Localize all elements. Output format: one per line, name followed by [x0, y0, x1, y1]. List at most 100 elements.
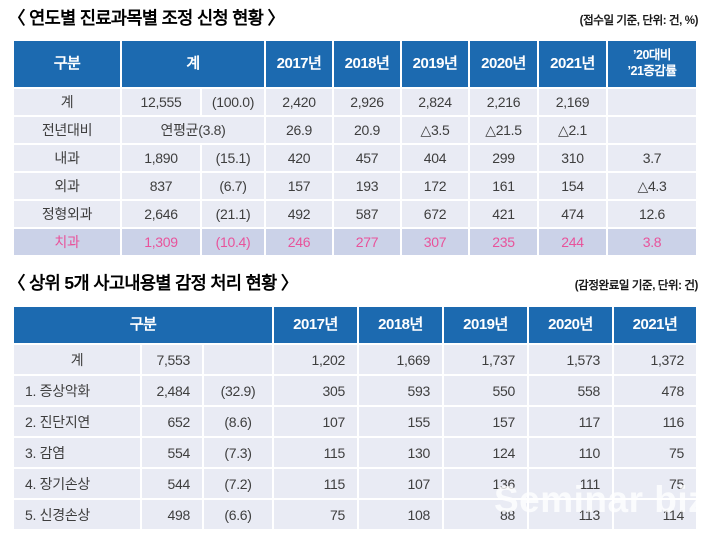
- section1-title: 〈 연도별 진료과목별 조정 신청 현황 〉: [8, 8, 285, 28]
- table-cell: 124: [444, 438, 527, 467]
- table-cell: 1,573: [529, 345, 612, 374]
- table-cell: 235: [470, 229, 537, 255]
- table-cell: 7,553: [142, 345, 202, 374]
- column-header: 2020년: [470, 41, 537, 87]
- table-cell: 593: [359, 376, 442, 405]
- table-cell: 587: [334, 201, 400, 227]
- section1-header: 〈 연도별 진료과목별 조정 신청 현황 〉 (접수일 기준, 단위: 건, %…: [8, 5, 698, 30]
- column-header: 2018년: [334, 41, 400, 87]
- table-cell: 457: [334, 145, 400, 171]
- table-cell: 1,372: [614, 345, 696, 374]
- section2-title: 〈 상위 5개 사고내용별 감정 처리 현황 〉: [8, 273, 298, 293]
- table-cell: 157: [444, 407, 527, 436]
- table-cell: 2,216: [470, 89, 537, 115]
- section2-note: (감정완료일 기준, 단위: 건): [574, 280, 699, 292]
- table-cell: 305: [274, 376, 357, 405]
- table-cell: 837: [122, 173, 200, 199]
- table-cell: [608, 89, 696, 115]
- column-header: 구분: [14, 41, 120, 87]
- table-cell: (15.1): [202, 145, 264, 171]
- table-cell: 115: [274, 469, 357, 498]
- table-cell: 26.9: [266, 117, 332, 143]
- table-cell: 1. 증상악화: [14, 376, 140, 405]
- table-cell: 1,309: [122, 229, 200, 255]
- column-header: ’20대비 ’21증감률: [608, 41, 696, 87]
- column-header: 계: [122, 41, 264, 87]
- table-cell: (21.1): [202, 201, 264, 227]
- table-cell: 544: [142, 469, 202, 498]
- table-cell: 치과: [14, 229, 120, 255]
- adjustment-requests-table: 구분 계 2017년 2018년 2019년 2020년 2021년 ’20대비 ’21증감률…: [14, 41, 696, 255]
- table-cell: (8.6): [204, 407, 272, 436]
- table-cell: 2,646: [122, 201, 200, 227]
- appraisal-processing-table: 구분 2017년 2018년 2019년 2020년 2021년 계 7,553 1,202 1,…: [14, 307, 696, 529]
- table-cell: 108: [359, 500, 442, 529]
- table-cell: 외과: [14, 173, 120, 199]
- table-cell: 114: [614, 500, 696, 529]
- table-cell: 299: [470, 145, 537, 171]
- table-cell: 110: [529, 438, 612, 467]
- table-cell: 2,926: [334, 89, 400, 115]
- table-cell: 3. 감염: [14, 438, 140, 467]
- column-header: 2017년: [274, 307, 357, 343]
- table-cell: 113: [529, 500, 612, 529]
- column-header: 2019년: [402, 41, 468, 87]
- table-cell: 421: [470, 201, 537, 227]
- table-cell: 550: [444, 376, 527, 405]
- table-cell: 111: [529, 469, 612, 498]
- table-cell: 116: [614, 407, 696, 436]
- table-cell: 172: [402, 173, 468, 199]
- table-cell: 3.8: [608, 229, 696, 255]
- table-cell: 136: [444, 469, 527, 498]
- table-cell: 12,555: [122, 89, 200, 115]
- table-cell: 277: [334, 229, 400, 255]
- table-cell: 672: [402, 201, 468, 227]
- table-cell: 전년대비: [14, 117, 120, 143]
- column-header: 2021년: [614, 307, 696, 343]
- table-cell: 75: [274, 500, 357, 529]
- section1-note: (접수일 기준, 단위: 건, %): [579, 15, 699, 27]
- table-cell: 246: [266, 229, 332, 255]
- table-cell: 연평균(3.8): [122, 117, 264, 143]
- table-cell: 1,890: [122, 145, 200, 171]
- table-cell: 정형외과: [14, 201, 120, 227]
- table-cell: 244: [539, 229, 606, 255]
- table-cell: 420: [266, 145, 332, 171]
- section2-header: 〈 상위 5개 사고내용별 감정 처리 현황 〉 (감정완료일 기준, 단위: …: [8, 270, 698, 295]
- column-header: 2017년: [266, 41, 332, 87]
- table-cell: (6.6): [204, 500, 272, 529]
- table-cell: 2,169: [539, 89, 606, 115]
- table-cell: 2,420: [266, 89, 332, 115]
- table-cell: [608, 117, 696, 143]
- table-cell: △3.5: [402, 117, 468, 143]
- column-header: 구분: [14, 307, 272, 343]
- table-cell: 107: [359, 469, 442, 498]
- table-cell: 88: [444, 500, 527, 529]
- table-cell: 2. 진단지연: [14, 407, 140, 436]
- column-header: 2021년: [539, 41, 606, 87]
- table-cell: 154: [539, 173, 606, 199]
- table-cell: 5. 신경손상: [14, 500, 140, 529]
- table-cell: 115: [274, 438, 357, 467]
- table-cell: △4.3: [608, 173, 696, 199]
- table-cell: 130: [359, 438, 442, 467]
- table-cell: 157: [266, 173, 332, 199]
- table-cell: 498: [142, 500, 202, 529]
- table-cell: 492: [266, 201, 332, 227]
- table-cell: 1,669: [359, 345, 442, 374]
- table-cell: (7.3): [204, 438, 272, 467]
- table-cell: 193: [334, 173, 400, 199]
- column-header: 2019년: [444, 307, 527, 343]
- table-cell: (32.9): [204, 376, 272, 405]
- column-header: 2018년: [359, 307, 442, 343]
- table-cell: 75: [614, 469, 696, 498]
- table-cell: 12.6: [608, 201, 696, 227]
- table-cell: 161: [470, 173, 537, 199]
- table-cell: 계: [14, 345, 140, 374]
- table-cell: 2,484: [142, 376, 202, 405]
- table-cell: 20.9: [334, 117, 400, 143]
- table-cell: 1,202: [274, 345, 357, 374]
- table-cell: 404: [402, 145, 468, 171]
- table-cell: (100.0): [202, 89, 264, 115]
